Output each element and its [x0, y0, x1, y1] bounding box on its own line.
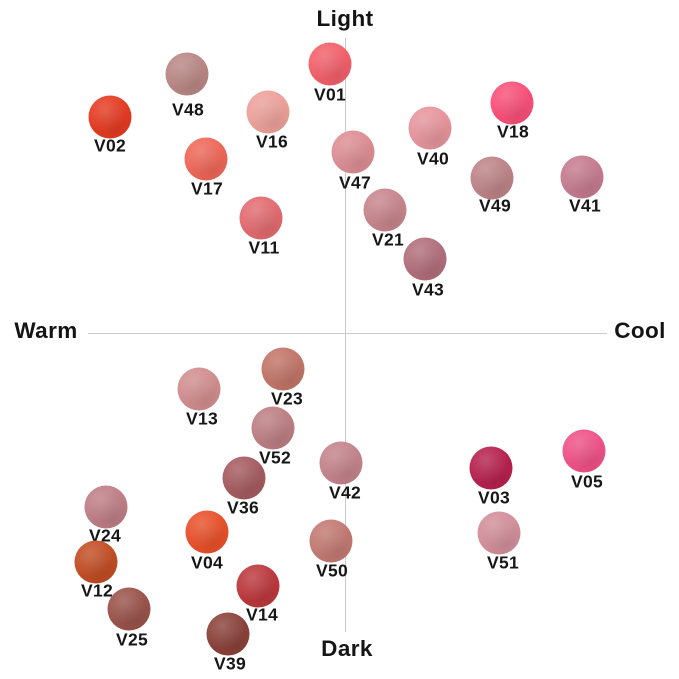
swatch-label-V23: V23: [270, 388, 304, 409]
swatch-label-V12: V12: [80, 580, 114, 601]
swatch-V41: [560, 155, 604, 199]
y-axis-line: [345, 38, 346, 632]
swatch-label-V05: V05: [570, 471, 604, 492]
swatch-V13: [177, 367, 221, 411]
swatch-V16: [246, 90, 290, 134]
swatch-label-V49: V49: [478, 195, 512, 216]
swatch-V02: [88, 95, 132, 139]
axis-label-dark: Dark: [321, 636, 373, 661]
swatch-label-V42: V42: [328, 482, 362, 503]
swatch-V21: [363, 188, 407, 232]
swatch-label-V13: V13: [185, 408, 219, 429]
swatch-V25: [107, 587, 151, 631]
swatch-V36: [222, 456, 266, 500]
swatch-label-V51: V51: [486, 552, 520, 573]
swatch-label-V39: V39: [213, 653, 247, 674]
swatch-label-V03: V03: [477, 487, 511, 508]
swatch-label-V01: V01: [313, 84, 347, 105]
swatch-label-V04: V04: [190, 552, 224, 573]
swatch-V14: [236, 564, 280, 608]
swatch-label-V43: V43: [411, 279, 445, 300]
swatch-V12: [74, 540, 118, 584]
swatch-V47: [331, 130, 375, 174]
swatch-V48: [165, 52, 209, 96]
swatch-V03: [469, 446, 513, 490]
swatch-label-V52: V52: [258, 447, 292, 468]
swatch-V04: [185, 510, 229, 554]
swatch-label-V21: V21: [371, 229, 405, 250]
swatch-label-V11: V11: [248, 237, 280, 258]
swatch-label-V47: V47: [338, 172, 372, 193]
swatch-V05: [562, 429, 606, 473]
swatch-label-V40: V40: [416, 148, 450, 169]
swatch-label-V18: V18: [496, 121, 530, 142]
swatch-V49: [470, 156, 514, 200]
axis-label-cool: Cool: [614, 318, 666, 343]
swatch-label-V16: V16: [255, 131, 289, 152]
swatch-V23: [261, 347, 305, 391]
swatch-label-V25: V25: [115, 629, 149, 650]
swatch-V17: [184, 137, 228, 181]
swatch-label-V14: V14: [245, 604, 279, 625]
swatch-V42: [319, 441, 363, 485]
axis-label-warm: Warm: [14, 318, 78, 343]
swatch-V18: [490, 81, 534, 125]
x-axis-line: [88, 333, 607, 334]
swatch-label-V41: V41: [568, 195, 602, 216]
swatch-V11: [239, 196, 283, 240]
swatch-V40: [408, 106, 452, 150]
swatch-V24: [84, 485, 128, 529]
axis-label-light: Light: [316, 6, 374, 31]
swatch-label-V50: V50: [315, 560, 349, 581]
swatch-V52: [251, 406, 295, 450]
swatch-V43: [403, 237, 447, 281]
swatch-label-V17: V17: [190, 178, 224, 199]
swatch-V39: [206, 612, 250, 656]
swatch-V51: [477, 511, 521, 555]
swatch-V01: [308, 42, 352, 86]
swatch-V50: [309, 519, 353, 563]
swatch-label-V02: V02: [93, 135, 127, 156]
swatch-label-V36: V36: [226, 497, 260, 518]
swatch-label-V48: V48: [171, 99, 205, 120]
